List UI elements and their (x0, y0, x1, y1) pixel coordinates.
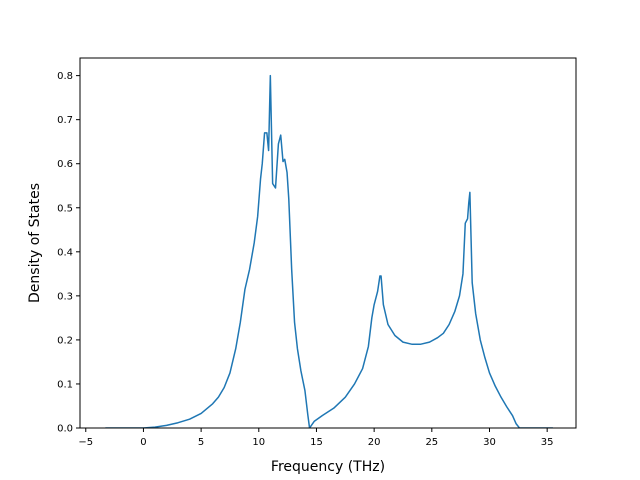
x-tick-label: −5 (78, 437, 93, 448)
x-axis-label: Frequency (THz) (271, 459, 385, 475)
y-tick-label: 0.7 (57, 115, 73, 126)
y-axis-label: Density of States (27, 183, 43, 303)
y-axis: 0.0 0.1 0.2 0.3 0.4 0.5 0.6 0.7 0.8 (57, 71, 80, 435)
y-tick-label: 0.4 (57, 247, 73, 258)
y-tick-label: 0.5 (57, 203, 73, 214)
x-tick-label: 35 (541, 437, 554, 448)
y-tick-label: 0.1 (57, 379, 73, 390)
x-tick-label: 15 (310, 437, 323, 448)
x-tick-label: 20 (368, 437, 381, 448)
y-tick-label: 0.2 (57, 335, 73, 346)
plot-frame (79, 57, 577, 429)
x-axis: −5 0 5 10 15 20 25 30 35 (78, 428, 554, 448)
dos-series-line (105, 74, 553, 428)
y-tick-label: 0.3 (57, 291, 73, 302)
x-tick-label: 5 (198, 437, 204, 448)
y-tick-label: 0.0 (57, 424, 73, 435)
x-tick-label: 10 (252, 437, 265, 448)
y-tick-label: 0.6 (57, 159, 73, 170)
x-tick-label: 0 (140, 437, 146, 448)
y-tick-label: 0.8 (57, 71, 73, 82)
x-tick-label: 25 (425, 437, 438, 448)
x-tick-label: 30 (483, 437, 496, 448)
plot-area (105, 74, 553, 428)
